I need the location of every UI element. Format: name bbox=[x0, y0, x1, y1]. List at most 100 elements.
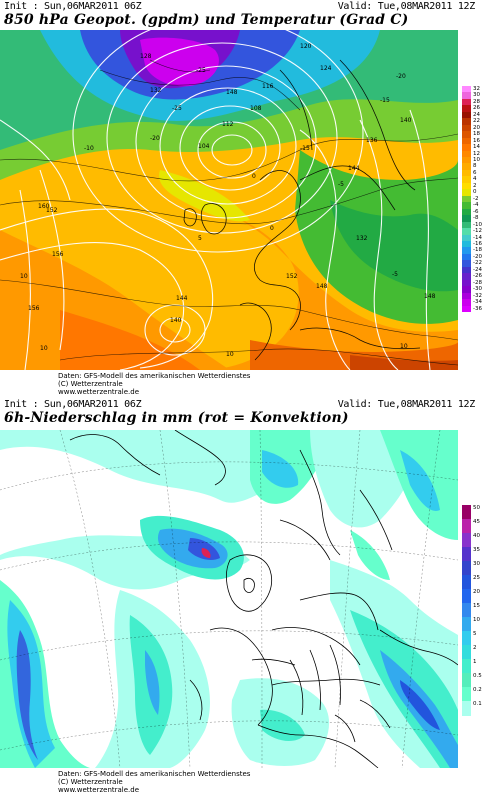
top-panel-header: Init : Sun,06MAR2011 06Z Valid: Tue,08MA… bbox=[0, 0, 485, 30]
colorbar-tick-label: 20 bbox=[473, 589, 480, 595]
colorbar-tick-label: 12 bbox=[473, 150, 480, 157]
contour-label: -25 bbox=[196, 67, 206, 74]
colorbar-tick-label: -32 bbox=[473, 292, 482, 299]
colorbar-swatch bbox=[462, 228, 471, 235]
colorbar-tick-label: 2 bbox=[473, 182, 477, 189]
contour-label: -15 bbox=[380, 97, 390, 104]
colorbar-tick-label: 40 bbox=[473, 533, 480, 539]
colorbar-swatch bbox=[462, 631, 471, 646]
colorbar-swatch bbox=[462, 111, 471, 119]
colorbar-tick-label: 26 bbox=[473, 105, 480, 112]
colorbar-tick-label: 28 bbox=[473, 98, 480, 105]
colorbar-swatch bbox=[462, 305, 471, 313]
colorbar-swatch bbox=[462, 240, 471, 248]
colorbar-swatch bbox=[462, 195, 471, 203]
colorbar-swatch bbox=[462, 659, 471, 674]
colorbar-tick-label: 10 bbox=[473, 617, 480, 623]
contour-label: -15 bbox=[300, 145, 310, 152]
contour-label: 132 bbox=[356, 235, 368, 242]
contour-label: 10 bbox=[20, 273, 28, 280]
colorbar-tick-label: 1 bbox=[473, 659, 477, 665]
contour-label: 152 bbox=[286, 273, 298, 280]
contour-label: 0 bbox=[270, 225, 274, 232]
colorbar-swatch bbox=[462, 137, 471, 145]
contour-label: 5 bbox=[198, 235, 202, 242]
colorbar-swatch bbox=[462, 603, 471, 618]
contour-label: 148 bbox=[424, 293, 436, 300]
colorbar-tick-label: 22 bbox=[473, 118, 480, 125]
colorbar-tick-label: -34 bbox=[473, 299, 482, 306]
colorbar-tick-label: -18 bbox=[473, 247, 482, 254]
colorbar-tick-label: 24 bbox=[473, 111, 480, 118]
colorbar-swatch bbox=[462, 266, 471, 274]
colorbar-swatch bbox=[462, 575, 471, 590]
contour-label: 160 bbox=[38, 203, 50, 210]
colorbar-swatch bbox=[462, 299, 471, 307]
top-panel-title: 850 hPa Geopot. (gpdm) und Temperatur (G… bbox=[4, 12, 409, 28]
colorbar-swatch bbox=[462, 279, 471, 287]
colorbar-swatch bbox=[462, 701, 471, 716]
colorbar-swatch bbox=[462, 215, 471, 223]
contour-label: 148 bbox=[316, 283, 328, 290]
colorbar-swatch bbox=[462, 247, 471, 255]
contour-label: 140 bbox=[400, 117, 412, 124]
colorbar-swatch bbox=[462, 208, 471, 216]
contour-label: 136 bbox=[366, 137, 378, 144]
contour-label: 148 bbox=[226, 89, 238, 96]
colorbar-tick-label: -36 bbox=[473, 305, 482, 312]
contour-label: 140 bbox=[170, 317, 182, 324]
colorbar-tick-label: 20 bbox=[473, 124, 480, 131]
colorbar-tick-label: 32 bbox=[473, 86, 480, 92]
contour-label: 152 bbox=[46, 207, 58, 214]
colorbar-swatch bbox=[462, 273, 471, 281]
colorbar-swatch bbox=[462, 253, 471, 261]
colorbar-swatch bbox=[462, 505, 471, 520]
source-line: (C) Wetterzentrale bbox=[58, 778, 123, 786]
colorbar-tick-label: -8 bbox=[473, 215, 479, 222]
colorbar-swatch bbox=[462, 202, 471, 210]
colorbar-swatch bbox=[462, 131, 471, 139]
colorbar-tick-label: -26 bbox=[473, 273, 482, 280]
contour-label: 10 bbox=[226, 351, 234, 358]
colorbar-swatch bbox=[462, 157, 471, 164]
colorbar-swatch bbox=[462, 105, 471, 113]
colorbar-tick-label: 8 bbox=[473, 163, 477, 170]
colorbar-tick-label: 50 bbox=[473, 505, 480, 511]
contour-label: 156 bbox=[52, 251, 64, 258]
colorbar-tick-label: -6 bbox=[473, 208, 479, 215]
colorbar-swatch bbox=[462, 144, 471, 152]
colorbar-tick-label: 0 bbox=[473, 189, 477, 196]
colorbar-tick-label: 0.5 bbox=[473, 673, 482, 679]
colorbar-swatch bbox=[462, 260, 471, 268]
top-valid-time: Valid: Tue,08MAR2011 12Z bbox=[337, 1, 476, 12]
colorbar-swatch bbox=[462, 234, 471, 242]
colorbar-swatch bbox=[462, 292, 471, 300]
temperature-geopotential-map: 112 108 104 116 120 124 128 132 136 140 … bbox=[0, 30, 458, 370]
source-line: (C) Wetterzentrale bbox=[58, 380, 123, 388]
colorbar-tick-label: -12 bbox=[473, 228, 482, 235]
contour-label: 0 bbox=[252, 173, 256, 180]
bottom-init-time: Init : Sun,06MAR2011 06Z bbox=[4, 399, 142, 410]
colorbar-swatch bbox=[462, 589, 471, 604]
contour-label: 124 bbox=[320, 65, 332, 72]
colorbar-tick-label: 25 bbox=[473, 575, 480, 581]
colorbar-tick-label: -22 bbox=[473, 260, 482, 267]
colorbar-swatch bbox=[462, 617, 471, 632]
colorbar-swatch bbox=[462, 92, 471, 100]
colorbar-tick-label: 35 bbox=[473, 547, 480, 553]
source-line: Daten: GFS-Modell des amerikanischen Wet… bbox=[58, 770, 251, 778]
colorbar-swatch bbox=[462, 182, 471, 190]
colorbar-tick-label: 10 bbox=[473, 157, 480, 164]
colorbar-swatch bbox=[462, 124, 471, 132]
colorbar-tick-label: 2 bbox=[473, 645, 477, 651]
contour-label: 108 bbox=[250, 105, 262, 112]
colorbar-tick-label: -2 bbox=[473, 195, 479, 202]
bottom-panel-header: Init : Sun,06MAR2011 06Z Valid: Tue,08MA… bbox=[0, 398, 485, 428]
colorbar-tick-label: -20 bbox=[473, 253, 482, 260]
colorbar-tick-label: 5 bbox=[473, 631, 477, 637]
contour-label: 116 bbox=[262, 83, 274, 90]
contour-label: 104 bbox=[198, 143, 210, 150]
colorbar-tick-label: -24 bbox=[473, 266, 482, 273]
bottom-valid-time: Valid: Tue,08MAR2011 12Z bbox=[337, 399, 476, 410]
colorbar-swatch bbox=[462, 687, 471, 702]
